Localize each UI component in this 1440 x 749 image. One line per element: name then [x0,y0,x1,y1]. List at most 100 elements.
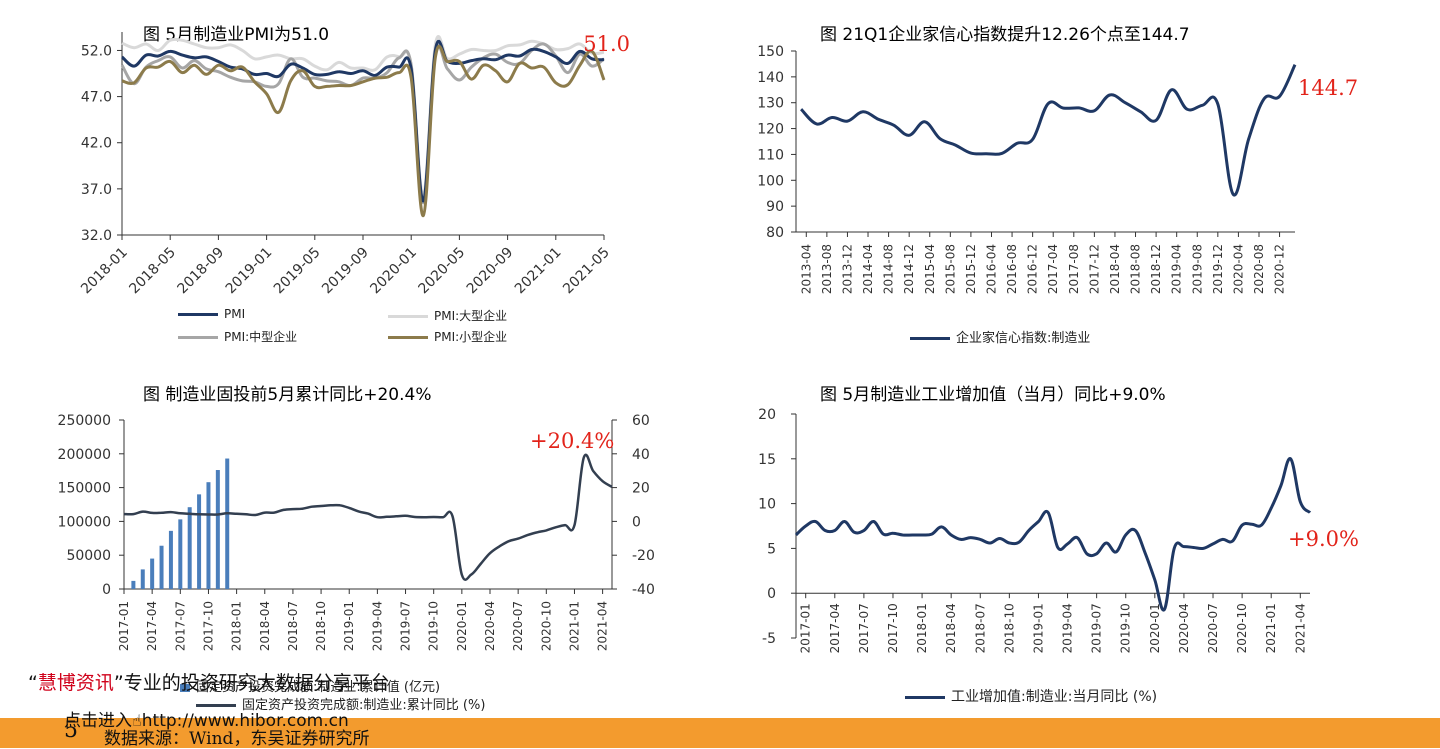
y-tick-label: 32.0 [81,228,112,244]
x-tick-label: 2017-07 [857,603,871,653]
x-tick-label: 2020-01 [367,245,420,298]
x-tick-label: 2021-01 [567,601,581,651]
y-tick-label: 150 [757,44,784,60]
x-tick-label: 2015-08 [943,244,957,294]
x-tick-label: 2020-10 [1235,603,1249,653]
series-line [121,45,606,218]
x-tick-label: 2018-09 [175,245,228,298]
x-tick-label: 2018-01 [915,603,929,653]
x-tick-label: 2016-04 [984,244,998,294]
legend-item: 固定资产投资完成额:制造业:累计同比 (%) [196,694,485,713]
legend-item: 企业家信心指数:制造业 [910,327,1090,346]
legend-swatch [388,315,428,318]
x-tick-label: 2015-04 [923,244,937,294]
x-tick-label: 2018-10 [314,601,328,651]
watermark-brand: 慧博资讯 [37,672,114,694]
x-tick-label: 2017-12 [1087,244,1101,294]
y-tick-label: 50000 [66,548,111,564]
watermark-link-prefix: 点击进入 [64,711,132,731]
x-tick-label: 2017-04 [145,601,159,651]
confidence-chart-panel: 图 21Q1企业家信心指数提升12.26个点至144.7 150 140 130 12… [720,0,1440,370]
investment-chart: 250000 200000 150000 100000 50000 0 60 40 20 0 -20… [58,413,655,651]
y-tick-label: 130 [757,96,784,112]
y-tick-label: 40 [632,447,650,463]
x-tick-label: 2018-07 [973,603,987,653]
x-tick-label: 2018-12 [1149,244,1163,294]
legend-swatch [910,337,950,340]
x-tick-label: 2020-09 [464,245,517,298]
x-tick-label: 2018-01 [230,601,244,651]
x-tick-label: 2017-01 [799,603,813,653]
legend-label: PMI:中型企业 [224,330,298,344]
y-tick-label: 0 [102,582,111,598]
y-tick-label: 47.0 [81,90,112,106]
x-tick-label: 2019-04 [1170,244,1184,294]
watermark-link[interactable]: 点击进入☝http://www.hibor.com.cn [64,706,349,731]
x-tick-label: 2018-10 [1002,603,1016,653]
x-tick-label: 2017-01 [117,601,131,651]
x-tick-label: 2019-04 [370,601,384,651]
legend-swatch [178,313,218,316]
x-tick-label: 2019-01 [342,601,356,651]
x-tick-label: 2020-04 [483,601,497,651]
legend-label: PMI:大型企业 [434,309,508,323]
callout-label: +20.4% [530,429,614,453]
bar [225,458,230,589]
legend-label: 固定资产投资完成额:制造业:累计同比 (%) [242,698,486,713]
bar [159,545,164,589]
y-tick-label: 20 [632,481,650,497]
x-tick-label: 2013-08 [820,244,834,294]
x-tick-label: 2019-04 [1061,603,1075,653]
watermark-close-quote: ” [113,672,124,694]
y-tick-label: 0 [632,514,641,530]
legend-swatch [178,336,218,339]
watermark-url[interactable]: http://www.hibor.com.cn [141,711,349,731]
callout-label: +9.0% [1288,527,1359,551]
x-tick-label: 2021-04 [1293,603,1307,653]
x-tick-label: 2019-10 [427,601,441,651]
x-tick-label: 2021-04 [596,601,610,651]
legend-swatch [388,336,428,339]
callout-label: 51.0 [583,32,630,56]
y-tick-label: 10 [758,497,776,513]
y-tick-label: 52.0 [81,43,112,59]
bar [197,494,202,589]
footer-bar [0,718,1440,748]
y-tick-label: 200000 [58,447,111,463]
x-tick-label: 2019-12 [1211,244,1225,294]
legend-item: 固定资产投资完成额:制造业:累计值 (亿元) [180,676,440,695]
legend-label: PMI:小型企业 [434,330,508,344]
y-tick-label: 110 [757,147,784,163]
x-tick-label: 2014-12 [902,244,916,294]
x-tick-label: 2017-04 [1046,244,1060,294]
value-added-chart-panel: 图 5月制造业工业增加值（当月）同比+9.0% 20 15 10 5 0 -5 2017-0… [720,370,1440,718]
x-tick-label: 2019-10 [1119,603,1133,653]
x-tick-label: 2019-09 [319,245,372,298]
x-tick-label: 2019-05 [271,245,324,298]
watermark-text: 专业的投资研究大数据分享平台 [123,672,390,694]
bar [168,530,173,589]
x-tick-label: 2017-10 [201,601,215,651]
legend-label: 工业增加值:制造业:当月同比 (%) [951,689,1158,705]
x-tick-label: 2016-12 [1026,244,1040,294]
x-tick-label: 2018-05 [126,245,179,298]
bar [131,580,136,589]
legend-item: 工业增加值:制造业:当月同比 (%) [905,686,1157,706]
x-tick-label: 2020-10 [539,601,553,651]
y-tick-label: 80 [766,225,784,241]
y-tick-label: -40 [632,582,655,598]
investment-chart-panel: 图 制造业固投前5月累计同比+20.4% 250000 200000 150000 1… [0,370,720,718]
pmi-chart-panel: 图 5月制造业PMI为51.0 52.0 47.0 42.0 37.0 32.0 2018… [0,0,720,360]
x-tick-label: 2017-07 [173,601,187,651]
x-tick-label: 2021-05 [560,245,613,298]
x-tick-label: 2014-04 [861,244,875,294]
legend-swatch [905,695,945,699]
legend-swatch [180,683,190,692]
value-added-chart: 20 15 10 5 0 -5 2017-01 2017-04 2017-07 2017-10 20… [758,407,1359,653]
x-tick-label: 2019-07 [399,601,413,651]
bar [178,519,183,589]
legend-swatch [196,704,236,707]
y-tick-label: 140 [757,70,784,86]
x-tick-label: 2020-05 [416,245,469,298]
x-tick-label: 2019-01 [223,245,276,298]
